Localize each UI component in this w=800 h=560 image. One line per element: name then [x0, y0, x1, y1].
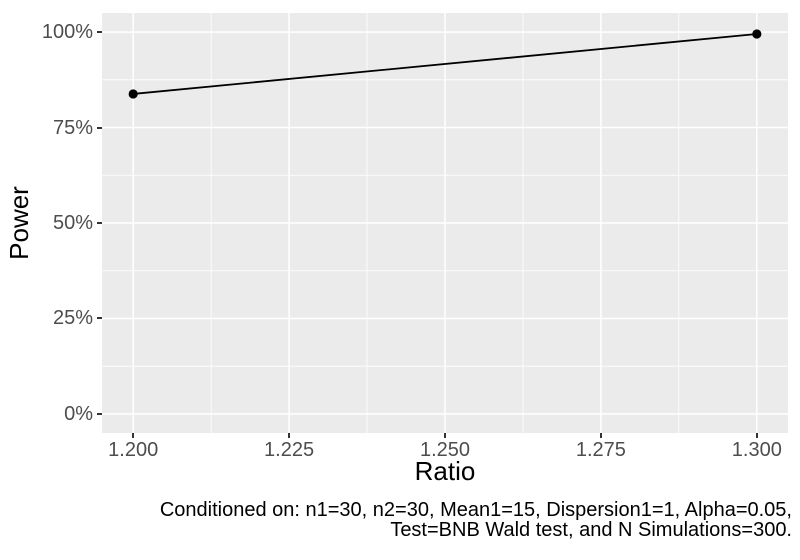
power-line-chart [102, 13, 788, 433]
caption-line-1: Conditioned on: n1=30, n2=30, Mean1=15, … [159, 499, 792, 521]
data-point [752, 29, 762, 39]
y-tick-label: 0% [64, 402, 93, 425]
x-tick-mark [444, 433, 446, 438]
x-tick-label: 1.300 [731, 439, 782, 461]
y-axis-title: Power [4, 186, 34, 260]
x-tick-mark [599, 433, 602, 438]
x-tick-label: 1.200 [108, 439, 159, 461]
x-axis-title: Ratio [414, 456, 476, 486]
plot-panel [102, 13, 788, 433]
x-tick-mark [755, 433, 758, 438]
x-tick-label: 1.275 [575, 439, 626, 461]
y-tick-label: 25% [52, 307, 93, 330]
data-point [128, 89, 138, 99]
y-tick-label: 100% [41, 21, 93, 44]
x-tick-mark [288, 433, 291, 438]
y-tick-label: 75% [52, 116, 93, 139]
x-tick-label: 1.225 [264, 439, 315, 461]
caption-line-2: Test=BNB Wald test, and N Simulations=30… [390, 518, 792, 541]
series-line [133, 33, 757, 95]
plot-caption: Conditioned on: n1=30, n2=30, Mean1=15, … [159, 499, 792, 541]
x-tick-mark [132, 433, 135, 438]
